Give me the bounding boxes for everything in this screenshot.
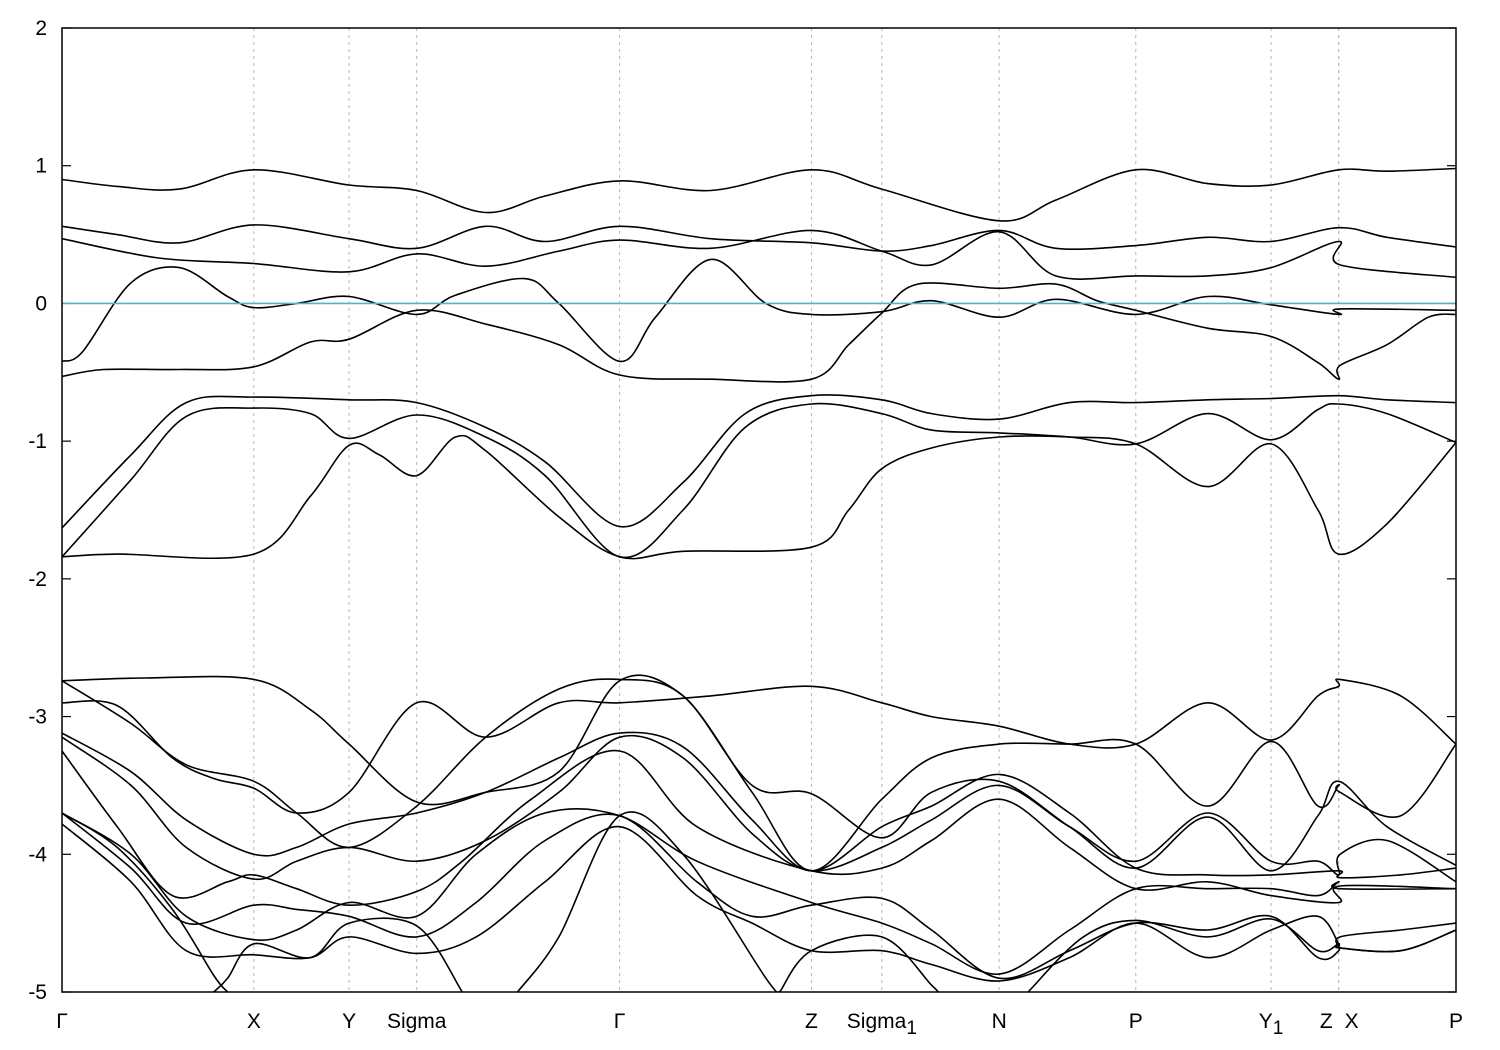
x-tick-label: Sigma: [387, 1010, 447, 1033]
y-tick-label: -3: [28, 706, 47, 729]
x-tick-label: Γ: [614, 1010, 626, 1033]
band-line-12: [62, 731, 1456, 879]
band-line-18: [62, 812, 229, 992]
band-line-10: [62, 678, 1456, 814]
y-tick-label: -2: [28, 568, 47, 591]
x-axis: Γ X Y Sigma Γ Z Sigma1 N P Y1 Z X P: [56, 1010, 1463, 1039]
x-tick-label: Sigma1: [847, 1010, 917, 1039]
band-line-6: [62, 394, 1456, 529]
y-tick-label: 1: [35, 155, 47, 178]
x-tick-label: Z: [1320, 1010, 1333, 1033]
x-tick-label: X: [1345, 1010, 1359, 1033]
band-lines: [62, 167, 1456, 992]
y-tick-label: -4: [28, 843, 47, 866]
band-line-1: [62, 167, 1456, 222]
band-line-2: [62, 224, 1456, 252]
band-line-4: [62, 258, 1456, 363]
x-tick-label: Y1: [1259, 1010, 1284, 1039]
band-line-5: [62, 282, 1456, 383]
band-line-3: [62, 229, 1456, 280]
x-tick-label: X: [247, 1010, 261, 1033]
x-tick-label: N: [992, 1010, 1007, 1033]
y-tick-label: 2: [35, 17, 47, 40]
band-line-8: [62, 434, 1456, 560]
band-line-9: [62, 674, 1456, 872]
x-tick-label: Γ: [56, 1010, 68, 1033]
band-line-21: [779, 934, 940, 992]
band-line-17: [62, 823, 1456, 982]
band-line-19: [213, 917, 463, 992]
x-tick-label: P: [1129, 1010, 1143, 1033]
band-line-15: [62, 808, 1456, 975]
band-line-13: [62, 734, 1456, 883]
plot-frame: [61, 27, 1457, 993]
kpoint-grid-lines: [253, 28, 1340, 992]
x-tick-label: Y: [342, 1010, 356, 1033]
band-line-20: [516, 811, 781, 992]
y-axis: -5 -4 -3 -2 -1 0 1 2: [28, 17, 1456, 1004]
band-line-11: [62, 678, 1456, 872]
y-tick-label: -1: [28, 430, 47, 453]
band-line-7: [62, 402, 1456, 559]
y-tick-label: -5: [28, 981, 47, 1004]
band-line-22: [1027, 918, 1456, 992]
x-tick-label: Z: [805, 1010, 818, 1033]
band-line-14: [62, 749, 1456, 907]
y-tick-label: 0: [35, 292, 47, 315]
band-line-16: [62, 812, 1456, 980]
x-tick-label: P: [1449, 1010, 1463, 1033]
